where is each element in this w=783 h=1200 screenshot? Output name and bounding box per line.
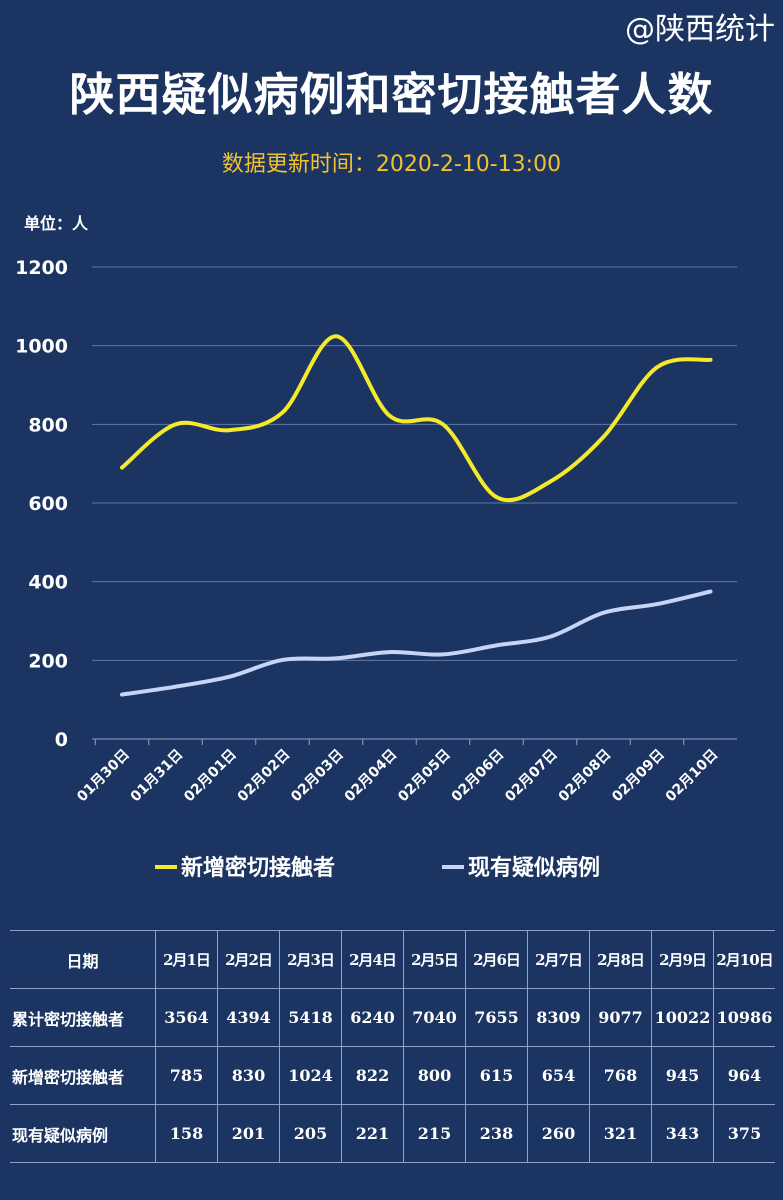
page-title: 陕西疑似病例和密切接触者人数 <box>69 68 714 121</box>
table-cell: 4394 <box>217 988 280 1047</box>
table-cell: 5418 <box>279 988 342 1047</box>
table-cell: 8309 <box>527 988 590 1047</box>
series-line-suspected-cases <box>120 589 713 697</box>
x-tick-label: 02月07日 <box>502 747 561 806</box>
table-cell: 158 <box>155 1104 218 1163</box>
table-cell: 654 <box>527 1046 590 1105</box>
table-header-date: 2月10日 <box>713 930 775 989</box>
table-cell: 800 <box>403 1046 466 1105</box>
x-tick-label: 02月08日 <box>556 747 615 806</box>
table-cell: 822 <box>341 1046 404 1105</box>
table-cell: 1024 <box>279 1046 342 1105</box>
line-chart: 02004006008001000120001月30日01月31日02月01日0… <box>15 257 737 881</box>
table-header-date: 2月7日 <box>527 930 590 989</box>
table-row: 现有疑似病例 158 201 205 221 215 238 260 321 343 375 <box>10 1104 775 1163</box>
y-tick-label: 1000 <box>15 336 68 358</box>
x-tick-label: 02月05日 <box>395 747 454 806</box>
table-header-label: 日期 <box>10 930 156 989</box>
legend-label: 新增密切接触者 <box>181 855 335 881</box>
table-cell: 215 <box>403 1104 466 1163</box>
y-tick-label: 800 <box>28 414 68 436</box>
x-tick-label: 02月02日 <box>235 747 294 806</box>
table-header-date: 2月9日 <box>651 930 714 989</box>
table-header-date: 2月2日 <box>217 930 280 989</box>
source-watermark: @陕西统计 <box>625 12 775 47</box>
table-cell: 9077 <box>589 988 652 1047</box>
table-cell: 10022 <box>651 988 714 1047</box>
x-tick-label: 02月09日 <box>609 747 668 806</box>
row-label: 现有疑似病例 <box>10 1104 156 1163</box>
table-cell: 785 <box>155 1046 218 1105</box>
table-row: 累计密切接触者 3564 4394 5418 6240 7040 7655 8309 9077 1… <box>10 988 775 1047</box>
table-cell: 964 <box>713 1046 775 1105</box>
table-cell: 945 <box>651 1046 714 1105</box>
table-cell: 768 <box>589 1046 652 1105</box>
x-tick-label: 01月31日 <box>128 747 187 806</box>
table-cell: 343 <box>651 1104 714 1163</box>
table-header-date: 2月4日 <box>341 930 404 989</box>
row-label: 累计密切接触者 <box>10 988 156 1047</box>
row-label: 新增密切接触者 <box>10 1046 156 1105</box>
table-header-date: 2月1日 <box>155 930 218 989</box>
table-cell: 830 <box>217 1046 280 1105</box>
y-tick-label: 200 <box>28 650 68 672</box>
table-cell: 375 <box>713 1104 775 1163</box>
table-row: 新增密切接触者 785 830 1024 822 800 615 654 768 945 964 <box>10 1046 775 1105</box>
data-table: 日期 2月1日 2月2日 2月3日 2月4日 2月5日 2月6日 2月7日 2月8日 2月9日 2月… <box>10 930 775 1163</box>
x-tick-label: 02月04日 <box>342 747 401 806</box>
x-tick-label: 02月03日 <box>288 747 347 806</box>
table-header-row: 日期 2月1日 2月2日 2月3日 2月4日 2月5日 2月6日 2月7日 2月8日 2月9日 2月… <box>10 930 775 989</box>
table-header-date: 2月8日 <box>589 930 652 989</box>
table-header-date: 2月5日 <box>403 930 466 989</box>
y-tick-label: 400 <box>28 572 68 594</box>
table-cell: 10986 <box>713 988 775 1047</box>
table-header-date: 2月6日 <box>465 930 528 989</box>
table-cell: 7655 <box>465 988 528 1047</box>
series-line-new-contacts <box>120 334 713 503</box>
y-tick-label: 600 <box>28 493 68 515</box>
x-tick-label: 01月30日 <box>74 747 133 806</box>
y-tick-label: 1200 <box>15 257 68 279</box>
x-tick-label: 02月10日 <box>663 747 722 806</box>
legend-label: 现有疑似病例 <box>468 855 600 881</box>
table-header-date: 2月3日 <box>279 930 342 989</box>
table-cell: 205 <box>279 1104 342 1163</box>
table-cell: 260 <box>527 1104 590 1163</box>
x-tick-label: 02月01日 <box>181 747 240 806</box>
table-cell: 3564 <box>155 988 218 1047</box>
y-tick-label: 0 <box>55 729 68 751</box>
table-cell: 238 <box>465 1104 528 1163</box>
table-cell: 321 <box>589 1104 652 1163</box>
table-cell: 221 <box>341 1104 404 1163</box>
table-cell: 201 <box>217 1104 280 1163</box>
unit-label: 单位：人 <box>24 214 89 233</box>
table-cell: 6240 <box>341 988 404 1047</box>
update-time: 数据更新时间：2020-2-10-13:00 <box>221 152 562 177</box>
x-tick-label: 02月06日 <box>449 747 508 806</box>
table-cell: 615 <box>465 1046 528 1105</box>
table-cell: 7040 <box>403 988 466 1047</box>
